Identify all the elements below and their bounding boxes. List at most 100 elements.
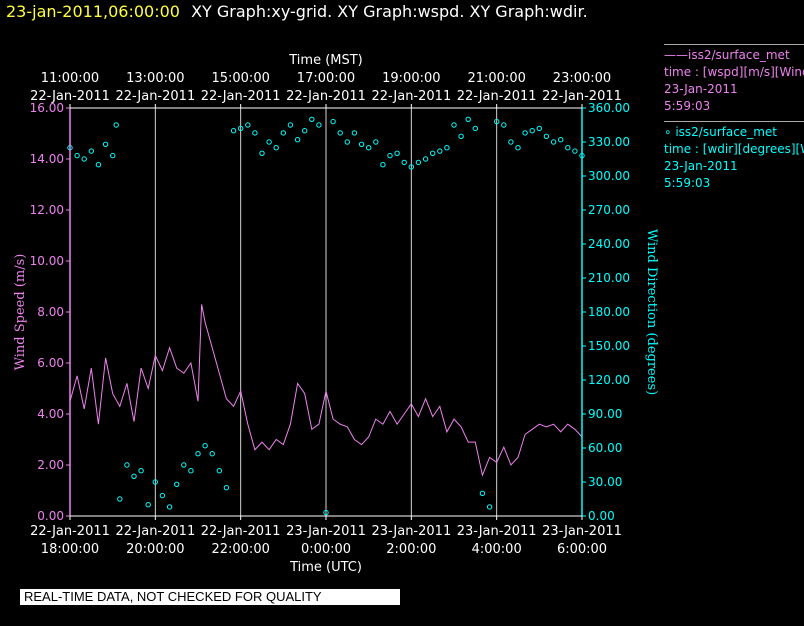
wdir-point: [124, 462, 130, 468]
wdir-point: [238, 125, 244, 132]
right-tick-label: 210.00: [588, 271, 630, 285]
wdir-point: [529, 128, 535, 134]
wdir-point: [266, 139, 272, 145]
bottom-tick-date: 23-Jan-2011: [371, 524, 451, 539]
wdir-point: [543, 133, 550, 140]
legend-line: time : [wspd][m/s][Wind: [664, 65, 804, 79]
wdir-point: [401, 159, 407, 166]
legend-line: ——iss2/surface_met: [664, 48, 790, 62]
legend-line: 5:59:03: [664, 176, 711, 190]
axis-labels: 0.00 2.00 4.00 6.00 8.00 10.00 12.00 14.00 16.00…: [13, 53, 659, 575]
top-tick-time: 15:00:00: [211, 71, 269, 86]
right-tick-label: 30.00: [588, 475, 622, 489]
wdir-point: [181, 462, 187, 468]
wdir-point: [309, 116, 315, 123]
quality-notice: REAL-TIME DATA, NOT CHECKED FOR QUALITY: [20, 589, 400, 605]
top-tick-date: 22-Jan-2011: [371, 89, 451, 104]
wdir-point: [486, 504, 493, 510]
wdir-point: [209, 451, 215, 457]
right-tick-label: 240.00: [588, 237, 630, 251]
top-tick-date: 22-Jan-2011: [286, 89, 366, 104]
wdir-point: [515, 145, 521, 151]
top-tick-date: 22-Jan-2011: [115, 89, 195, 104]
top-tick-time: 21:00:00: [467, 71, 525, 86]
wdir-point: [159, 492, 166, 499]
wdir-point: [202, 443, 208, 449]
wdir-point: [117, 496, 123, 502]
wdir-point: [294, 137, 301, 143]
wdir-point: [380, 162, 386, 168]
top-tick-date: 22-Jan-2011: [30, 89, 110, 104]
wdir-point: [494, 118, 500, 125]
top-tick-time: 13:00:00: [126, 71, 184, 86]
wdir-point: [273, 145, 279, 151]
top-tick-time: 23:00:00: [553, 71, 611, 86]
wdir-point: [323, 509, 329, 516]
right-tick-label: 360.00: [588, 101, 630, 115]
wdir-point: [479, 490, 486, 496]
wdir-point: [230, 128, 237, 134]
wdir-point: [113, 122, 119, 128]
bottom-axis-title: Time (UTC): [289, 560, 362, 575]
right-tick-label: 120.00: [588, 373, 630, 387]
bottom-tick-time: 22:00:00: [211, 542, 269, 557]
bottom-tick-time: 0:00:00: [301, 542, 351, 557]
wdir-point: [366, 145, 372, 151]
left-tick-label: 16.00: [30, 101, 64, 115]
wdir-point: [74, 152, 80, 159]
top-tick-time: 11:00:00: [41, 71, 99, 86]
wdir-point: [465, 116, 471, 123]
wdir-point: [330, 118, 336, 125]
bottom-tick-time: 2:00:00: [386, 542, 436, 557]
wdir-point: [344, 139, 350, 145]
wdir-point: [188, 468, 194, 474]
top-axis-title: Time (MST): [288, 53, 363, 68]
wdir-point: [458, 133, 464, 140]
wdir-point: [152, 479, 159, 485]
wdir-point: [501, 122, 507, 128]
bottom-tick-time: 4:00:00: [472, 542, 522, 557]
wdir-point: [572, 148, 578, 154]
right-tick-label: 60.00: [588, 441, 622, 455]
legend-entry-wspd[interactable]: ——iss2/surface_met time : [wspd][m/s][Wi…: [664, 44, 804, 115]
wdir-point: [430, 150, 436, 157]
right-tick-label: 0.00: [588, 509, 615, 523]
wdir-point: [252, 130, 258, 136]
left-tick-label: 0.00: [37, 509, 64, 523]
wdir-point: [351, 130, 358, 136]
wdir-point: [373, 139, 379, 145]
wdir-point: [102, 141, 109, 148]
wdir-point: [216, 468, 223, 474]
graph-titles: XY Graph:xy-grid. XY Graph:wspd. XY Grap…: [191, 2, 588, 21]
top-tick-date: 22-Jan-2011: [201, 89, 281, 104]
wdir-point: [316, 122, 322, 128]
left-tick-label: 4.00: [37, 407, 64, 421]
wdir-point: [131, 473, 137, 479]
bottom-tick-date: 22-Jan-2011: [115, 524, 195, 539]
right-tick-label: 330.00: [588, 135, 630, 149]
legend-line: ∘ iss2/surface_met: [664, 125, 777, 139]
right-tick-label: 300.00: [588, 169, 630, 183]
top-tick-date: 22-Jan-2011: [457, 89, 537, 104]
wdir-point: [422, 156, 429, 162]
legend-entry-wdir[interactable]: ∘ iss2/surface_met time : [wdir][degrees…: [664, 121, 804, 192]
left-tick-label: 10.00: [30, 254, 64, 268]
wdir-point: [195, 451, 201, 457]
wdir-point: [437, 148, 443, 154]
right-tick-label: 270.00: [588, 203, 630, 217]
wdir-point: [110, 152, 116, 159]
wdir-point: [259, 150, 265, 157]
wdir-point: [302, 128, 308, 134]
grid-lines: [154, 108, 498, 516]
wdir-point: [337, 130, 343, 136]
legend-line: 23-Jan-2011: [664, 82, 738, 96]
timestamp: 23-jan-2011,06:00:00: [6, 2, 180, 21]
bottom-tick-date: 23-Jan-2011: [286, 524, 366, 539]
wdir-point: [145, 502, 151, 508]
wdir-point: [287, 122, 294, 128]
left-tick-label: 8.00: [37, 305, 64, 319]
bottom-tick-date: 22-Jan-2011: [30, 524, 110, 539]
left-axis-title: Wind Speed (m/s): [13, 254, 28, 371]
wdir-point: [472, 125, 478, 132]
